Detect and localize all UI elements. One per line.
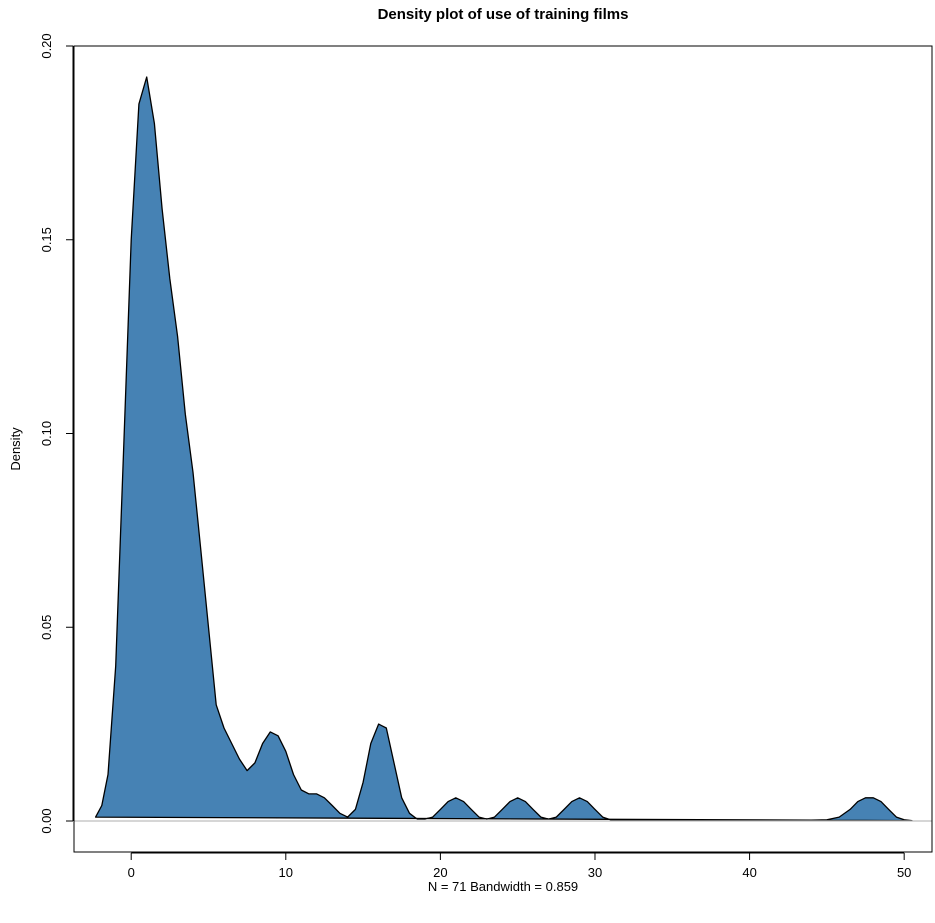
plot-frame: [73, 45, 933, 853]
y-tick-label: 0.05: [39, 615, 54, 640]
density-area: [94, 76, 913, 822]
y-tick-label: 0.20: [39, 33, 54, 58]
y-tick-label: 0.10: [39, 421, 54, 446]
x-tick-label: 10: [279, 865, 293, 880]
y-axis-label: Density: [8, 427, 23, 471]
x-axis: 0 10 20 30 40 50: [128, 852, 911, 880]
plot-area: [74, 76, 932, 822]
x-tick-label: 0: [128, 865, 135, 880]
x-tick-label: 20: [433, 865, 447, 880]
y-axis: 0.00 0.05 0.10 0.15 0.20: [39, 33, 74, 834]
x-tick-label: 40: [742, 865, 756, 880]
x-axis-label: N = 71 Bandwidth = 0.859: [428, 879, 578, 894]
y-tick-label: 0.15: [39, 227, 54, 252]
chart-title: Density plot of use of training films: [378, 6, 629, 23]
y-tick-label: 0.00: [39, 808, 54, 833]
x-tick-label: 50: [897, 865, 911, 880]
x-tick-label: 30: [588, 865, 602, 880]
